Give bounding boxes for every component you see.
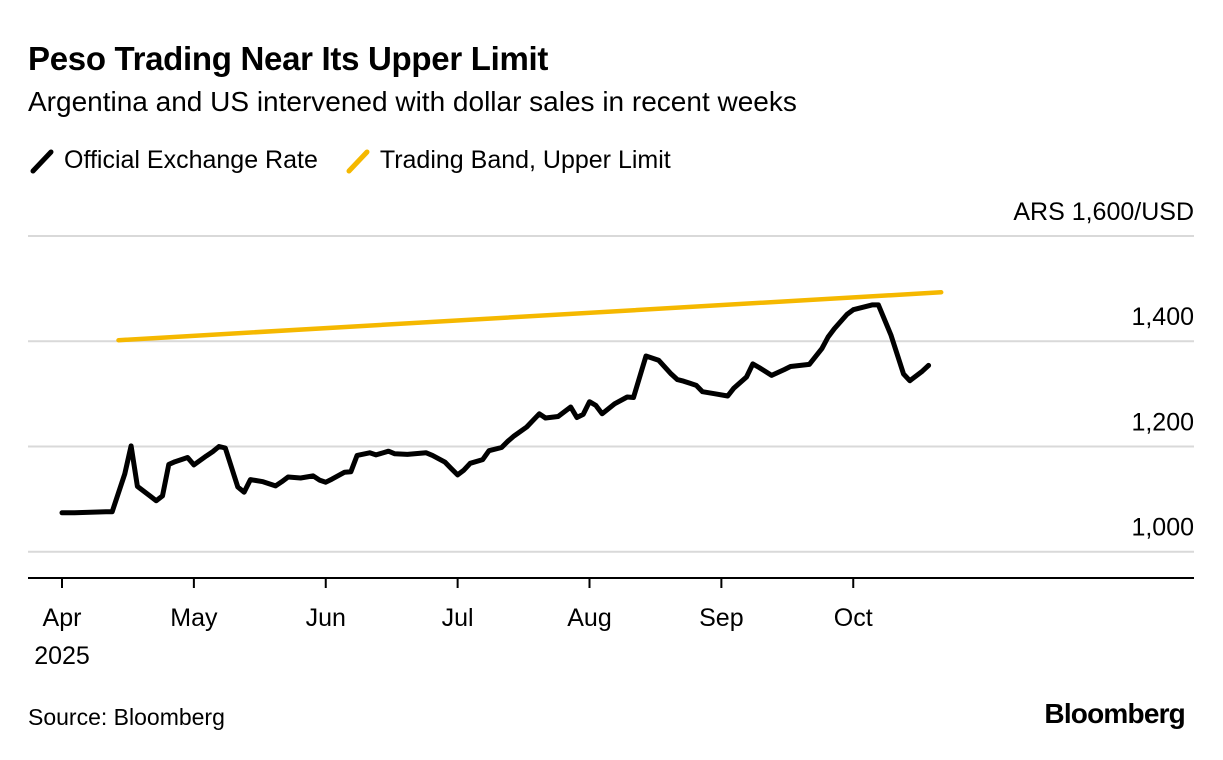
y-tick-label: 1,200	[1131, 408, 1194, 436]
chart-subtitle: Argentina and US intervened with dollar …	[28, 86, 797, 117]
series-line-official-rate	[59, 302, 932, 516]
chart-title: Peso Trading Near Its Upper Limit	[28, 40, 549, 77]
x-tick-label: Jul	[442, 604, 474, 632]
x-tick-label: Aug	[567, 604, 611, 632]
x-tick-label: Apr	[43, 604, 82, 632]
legend: Official Exchange Rate Trading Band, Upp…	[28, 146, 697, 175]
legend-label-official-rate: Official Exchange Rate	[64, 146, 318, 174]
series-line-upper-limit	[116, 290, 944, 343]
legend-item-official-rate: Official Exchange Rate	[28, 146, 318, 175]
legend-label-upper-limit: Trading Band, Upper Limit	[379, 146, 671, 174]
x-tick-sublabel: 2025	[34, 642, 90, 670]
y-tick-label: 1,400	[1131, 303, 1194, 331]
x-tick-label: Sep	[699, 604, 743, 632]
x-tick-label: Oct	[834, 604, 873, 632]
legend-item-upper-limit: Trading Band, Upper Limit	[344, 146, 671, 175]
bloomberg-logo: Bloomberg	[1044, 698, 1185, 729]
diagonal-line-icon	[30, 149, 54, 173]
x-tick-label: May	[170, 604, 218, 632]
y-tick-label: 1,000	[1131, 514, 1194, 542]
x-tick-label: Jun	[306, 604, 346, 632]
source-note: Source: Bloomberg	[28, 704, 225, 730]
y-axis-unit-label: ARS 1,600/USD	[1013, 198, 1194, 226]
diagonal-line-icon	[346, 149, 370, 173]
